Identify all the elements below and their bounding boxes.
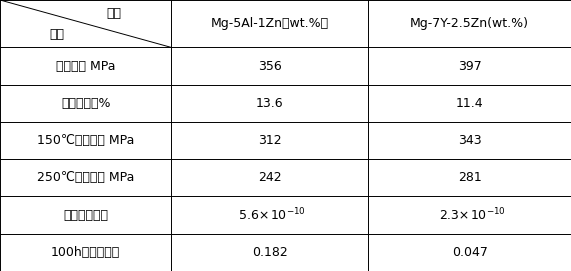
- Text: 242: 242: [258, 171, 282, 184]
- Text: 11.4: 11.4: [456, 97, 484, 110]
- Text: 0.047: 0.047: [452, 246, 488, 259]
- Text: 13.6: 13.6: [256, 97, 284, 110]
- Text: 2.3×: 2.3×: [440, 209, 469, 222]
- Text: 5.6×: 5.6×: [239, 209, 270, 222]
- Text: 室温强度 MPa: 室温强度 MPa: [56, 60, 115, 73]
- Text: 最小蚧变速率: 最小蚧变速率: [63, 209, 108, 222]
- Text: Mg-5Al-1Zn（wt.%）: Mg-5Al-1Zn（wt.%）: [211, 17, 329, 30]
- Text: Mg-7Y-2.5Zn(wt.%): Mg-7Y-2.5Zn(wt.%): [410, 17, 529, 30]
- Text: 397: 397: [458, 60, 481, 73]
- Text: 性能: 性能: [50, 28, 65, 41]
- Text: 0.182: 0.182: [252, 246, 288, 259]
- Text: 250℃抗拉强度 MPa: 250℃抗拉强度 MPa: [37, 171, 134, 184]
- Text: $10^{-10}$: $10^{-10}$: [469, 207, 505, 223]
- Text: 343: 343: [458, 134, 481, 147]
- Text: 合金: 合金: [107, 7, 122, 20]
- Text: 281: 281: [458, 171, 481, 184]
- Text: 断后延伸率%: 断后延伸率%: [61, 97, 110, 110]
- Text: 150℃抗拉强度 MPa: 150℃抗拉强度 MPa: [37, 134, 134, 147]
- Text: 100h蚧变延伸率: 100h蚧变延伸率: [51, 246, 120, 259]
- Text: $10^{-10}$: $10^{-10}$: [270, 207, 305, 223]
- Text: 356: 356: [258, 60, 282, 73]
- Text: 312: 312: [258, 134, 282, 147]
